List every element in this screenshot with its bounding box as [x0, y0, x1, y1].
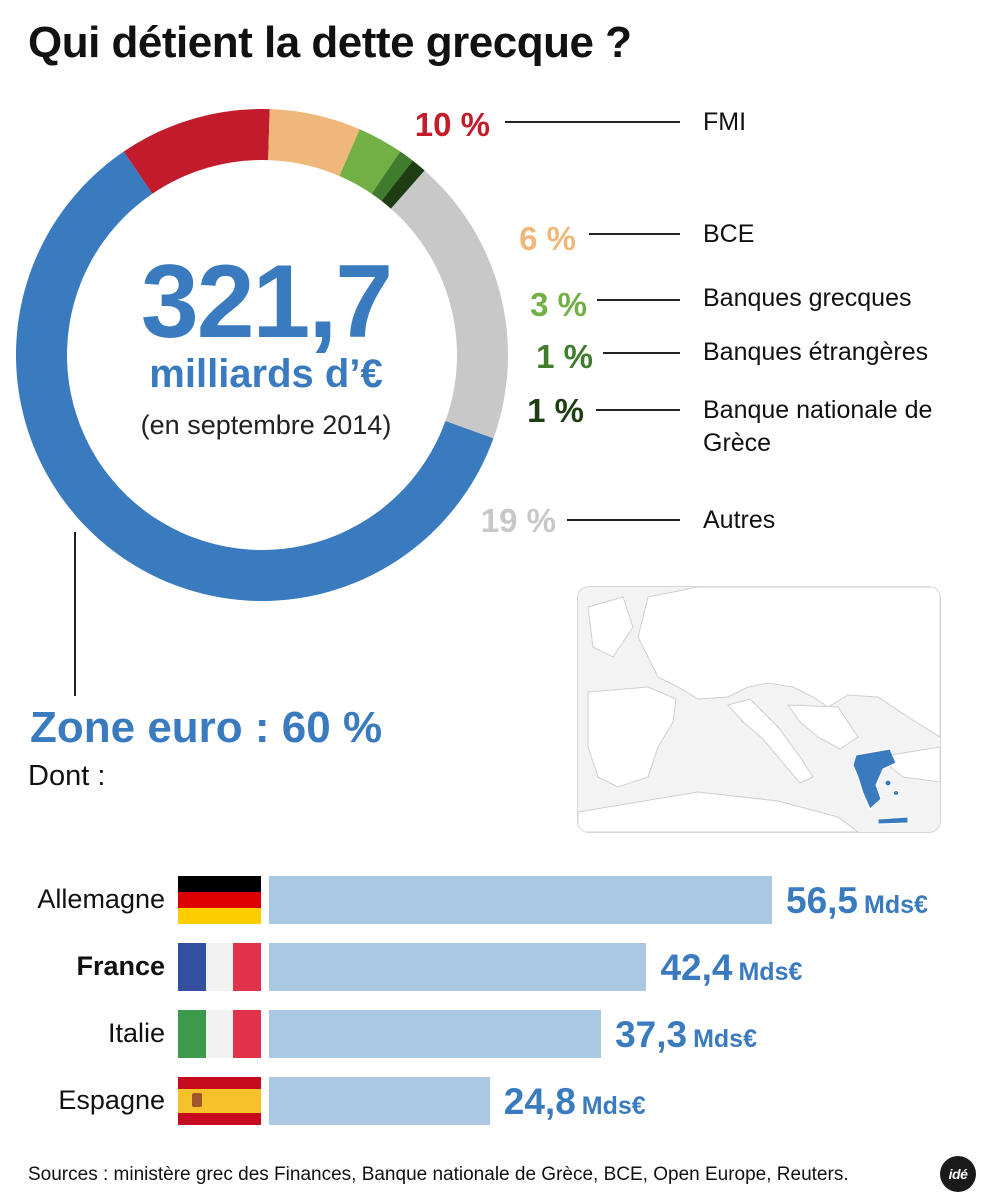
europe-map-drawing [578, 587, 940, 832]
zone-euro-label: Zone euro : 60 % [30, 703, 383, 752]
bar-value: 24,8 Mds€ [504, 1081, 646, 1123]
iberia-shape [587, 686, 677, 788]
slice-autres-label: Autres [703, 506, 776, 534]
flag-italy [178, 1010, 261, 1058]
slice-autres-value: 19 % [480, 502, 556, 539]
bar-value-number: 42,4 [660, 947, 733, 988]
italy-shape [727, 698, 814, 784]
bar-category-label: France [76, 951, 165, 981]
bar-value-number: 56,5 [786, 880, 859, 921]
flag-stripe [178, 1010, 206, 1058]
slice-banque-nationale-label: Banque nationale de Grèce [703, 396, 933, 457]
total-value: 321,7 [140, 244, 393, 360]
leader-line [505, 121, 680, 123]
bar-value: 37,3 Mds€ [615, 1014, 757, 1056]
bar-row-italie: Italie 37,3 Mds€ [0, 1010, 982, 1060]
donut-slice-bce [268, 109, 360, 177]
leader-line [596, 409, 680, 411]
sources-note: Sources : ministère grec des Finances, B… [28, 1164, 849, 1185]
europe-map [577, 586, 941, 833]
slice-fmi-label: FMI [703, 108, 747, 136]
flag-stripe [178, 908, 261, 924]
donut-slice-banque-nationale-de-gr-ce [381, 160, 425, 209]
bar-value: 56,5 Mds€ [786, 880, 928, 922]
flag-germany [178, 876, 261, 924]
greece-shape [852, 748, 897, 810]
donut-slice-fmi [123, 109, 270, 194]
leader-line [597, 299, 680, 301]
bar-value: 42,4 Mds€ [660, 947, 802, 989]
flag-stripe [233, 943, 261, 991]
leader-line [603, 352, 680, 354]
slice-banques-grecques-value: 3 % [530, 286, 587, 323]
crete-shape [877, 816, 909, 825]
flag-stripe [178, 1089, 261, 1113]
leader-line [567, 519, 680, 521]
bar-value-unit: Mds€ [581, 1092, 646, 1120]
total-date: (en septembre 2014) [140, 410, 392, 440]
flag-stripe [178, 943, 206, 991]
bar-value-unit: Mds€ [738, 958, 803, 986]
flag-stripe [178, 876, 261, 892]
donut-slice-banques-grecques [339, 129, 401, 194]
slice-banques-grecques-label: Banques grecques [703, 284, 912, 312]
bar [269, 1010, 602, 1058]
leader-line [74, 532, 76, 696]
slice-bce-value: 6 % [519, 220, 576, 257]
bar [269, 876, 772, 924]
slice-banque-nationale-value: 1 % [527, 392, 584, 429]
flag-stripe [205, 943, 234, 991]
bar-category-label: Italie [107, 1018, 165, 1048]
balkans-shape [787, 704, 859, 750]
donut-slice-autres [390, 170, 508, 439]
bar-value-unit: Mds€ [864, 891, 928, 919]
donut-chart [15, 109, 508, 601]
greek-island [884, 779, 892, 787]
coat-of-arms-icon [192, 1093, 202, 1107]
bar-value-number: 24,8 [503, 1081, 576, 1122]
publisher-logo: idé [940, 1156, 976, 1192]
bar [269, 943, 647, 991]
central-europe-shape [637, 587, 940, 738]
bar-category-label: Espagne [58, 1085, 165, 1115]
bar-value-number: 37,3 [615, 1014, 688, 1055]
flag-spain [178, 1077, 261, 1125]
turkey-shape [876, 746, 940, 783]
flag-france [178, 943, 261, 991]
flag-stripe [178, 1077, 261, 1089]
flag-stripe [178, 1113, 261, 1125]
flag-stripe [233, 1010, 261, 1058]
bar-row-allemagne: Allemagne 56,5 Mds€ [0, 876, 982, 926]
bar-row-espagne: Espagne 24,8 Mds€ [0, 1077, 982, 1127]
bar-value-unit: Mds€ [693, 1025, 757, 1053]
north-africa-shape [578, 791, 859, 832]
bar-category-label: Allemagne [37, 884, 165, 914]
page-title: Qui détient la dette grecque ? [28, 18, 632, 67]
bar-row-france: France 42,4 Mds€ [0, 943, 982, 993]
donut-slice-banques-trang-res [371, 151, 413, 201]
slice-fmi-value: 10 % [414, 106, 490, 143]
british-isles-shape [587, 596, 634, 658]
bar [269, 1077, 490, 1125]
flag-stripe [178, 892, 261, 908]
slice-banques-etrangeres-value: 1 % [536, 338, 593, 375]
total-unit: milliards d’€ [149, 352, 383, 396]
slice-banques-etrangeres-label: Banques étrangères [703, 338, 929, 366]
flag-stripe [205, 1010, 234, 1058]
leader-line [589, 233, 680, 235]
slice-bce-label: BCE [703, 220, 755, 248]
zone-euro-intro: Dont : [28, 760, 106, 792]
greek-island [893, 790, 899, 796]
